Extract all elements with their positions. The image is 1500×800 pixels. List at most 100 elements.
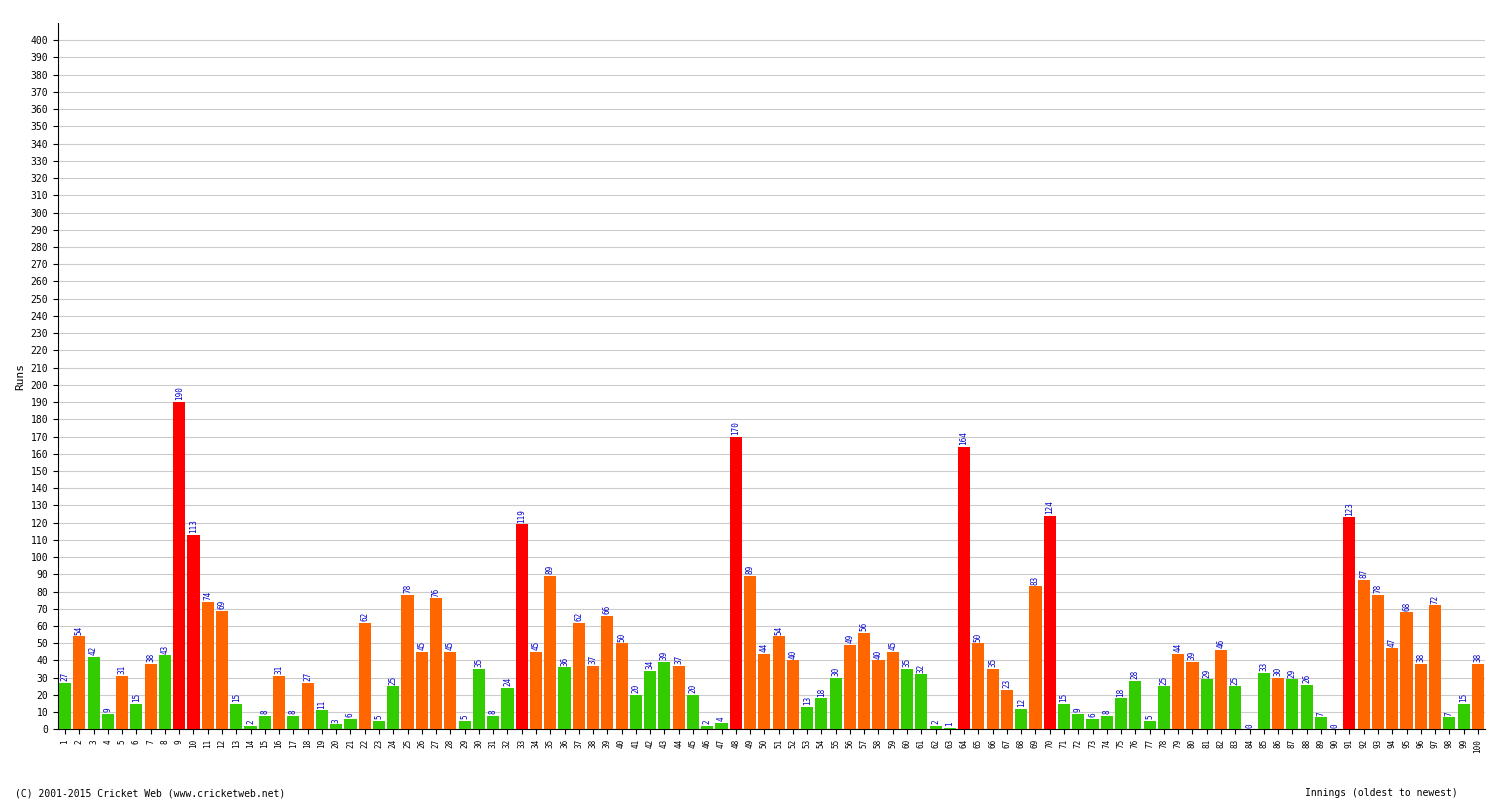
Bar (602, 616, 613, 730)
Bar (501, 688, 513, 730)
Text: 44: 44 (1173, 642, 1182, 652)
Text: 12: 12 (1017, 698, 1026, 707)
Bar (58, 683, 70, 730)
Text: 29: 29 (1288, 669, 1298, 678)
Bar (130, 703, 142, 730)
Bar (944, 728, 956, 730)
Bar (1200, 679, 1214, 730)
Bar (1316, 718, 1328, 730)
Bar (188, 534, 200, 730)
Text: 45: 45 (417, 641, 426, 650)
Bar (216, 610, 228, 730)
Text: 50: 50 (616, 632, 626, 642)
Bar (144, 664, 156, 730)
Text: 7: 7 (1317, 711, 1326, 716)
Text: 26: 26 (1302, 674, 1311, 683)
Text: 31: 31 (274, 665, 284, 674)
Text: 18: 18 (818, 687, 827, 697)
Text: 8: 8 (489, 710, 498, 714)
Text: 13: 13 (802, 696, 812, 706)
Text: 4: 4 (717, 716, 726, 721)
Bar (873, 661, 885, 730)
Bar (244, 726, 256, 730)
Bar (1458, 703, 1470, 730)
Text: 89: 89 (546, 565, 555, 574)
Bar (1058, 703, 1070, 730)
Text: 87: 87 (1359, 569, 1368, 578)
Bar (316, 710, 328, 730)
Bar (1016, 709, 1028, 730)
Text: 2: 2 (702, 720, 711, 724)
Bar (273, 676, 285, 730)
Text: 3: 3 (332, 718, 340, 722)
Bar (1386, 649, 1398, 730)
Bar (302, 683, 313, 730)
Text: 5: 5 (1144, 714, 1154, 719)
Text: 38: 38 (1473, 653, 1482, 662)
Text: 11: 11 (318, 699, 327, 709)
Text: 68: 68 (1402, 602, 1411, 610)
Text: 0: 0 (1245, 723, 1254, 728)
Bar (1029, 586, 1041, 730)
Text: 190: 190 (174, 386, 183, 400)
Text: 49: 49 (846, 634, 855, 643)
Text: 45: 45 (446, 641, 454, 650)
Bar (116, 676, 128, 730)
Text: 119: 119 (518, 509, 526, 522)
Text: 32: 32 (916, 663, 926, 673)
Text: 45: 45 (888, 641, 897, 650)
Bar (586, 666, 598, 730)
Text: 124: 124 (1046, 500, 1054, 514)
Text: 35: 35 (988, 658, 998, 667)
Bar (1114, 698, 1126, 730)
Bar (1186, 662, 1198, 730)
Bar (1000, 690, 1012, 730)
Bar (1272, 678, 1284, 730)
Bar (1443, 718, 1455, 730)
Bar (801, 707, 813, 730)
Text: 69: 69 (217, 599, 226, 609)
Bar (530, 652, 542, 730)
Text: 123: 123 (1346, 502, 1354, 516)
Text: 2: 2 (932, 720, 940, 724)
Text: 15: 15 (1059, 693, 1068, 702)
Text: 54: 54 (774, 626, 783, 634)
Bar (87, 657, 99, 730)
Bar (716, 722, 728, 730)
Text: 15: 15 (1460, 693, 1468, 702)
Bar (1172, 654, 1184, 730)
Text: 31: 31 (117, 665, 126, 674)
Bar (700, 726, 714, 730)
Bar (459, 721, 471, 730)
Text: 9: 9 (1074, 707, 1083, 712)
Text: (C) 2001-2015 Cricket Web (www.cricketweb.net): (C) 2001-2015 Cricket Web (www.cricketwe… (15, 788, 285, 798)
Bar (1287, 679, 1299, 730)
Text: 8: 8 (290, 710, 298, 714)
Text: 56: 56 (859, 622, 868, 631)
Bar (1472, 664, 1484, 730)
Text: 28: 28 (1131, 670, 1140, 679)
Text: 35: 35 (903, 658, 912, 667)
Bar (788, 661, 800, 730)
Bar (1414, 664, 1426, 730)
Text: 9: 9 (104, 707, 112, 712)
Text: 5: 5 (460, 714, 470, 719)
Bar (644, 671, 656, 730)
Text: 33: 33 (1260, 662, 1269, 671)
Bar (1086, 719, 1098, 730)
Text: 6: 6 (346, 713, 355, 718)
Text: 5: 5 (375, 714, 384, 719)
Text: 76: 76 (432, 587, 441, 597)
Text: 78: 78 (1374, 584, 1383, 594)
Text: 27: 27 (60, 672, 69, 681)
Text: Innings (oldest to newest): Innings (oldest to newest) (1305, 788, 1458, 798)
Text: 62: 62 (360, 612, 369, 621)
Text: 89: 89 (746, 565, 754, 574)
Text: 27: 27 (303, 672, 312, 681)
Bar (687, 695, 699, 730)
Bar (1101, 716, 1113, 730)
Bar (430, 598, 442, 730)
Bar (544, 576, 556, 730)
Bar (744, 576, 756, 730)
Text: 6: 6 (1088, 713, 1096, 718)
